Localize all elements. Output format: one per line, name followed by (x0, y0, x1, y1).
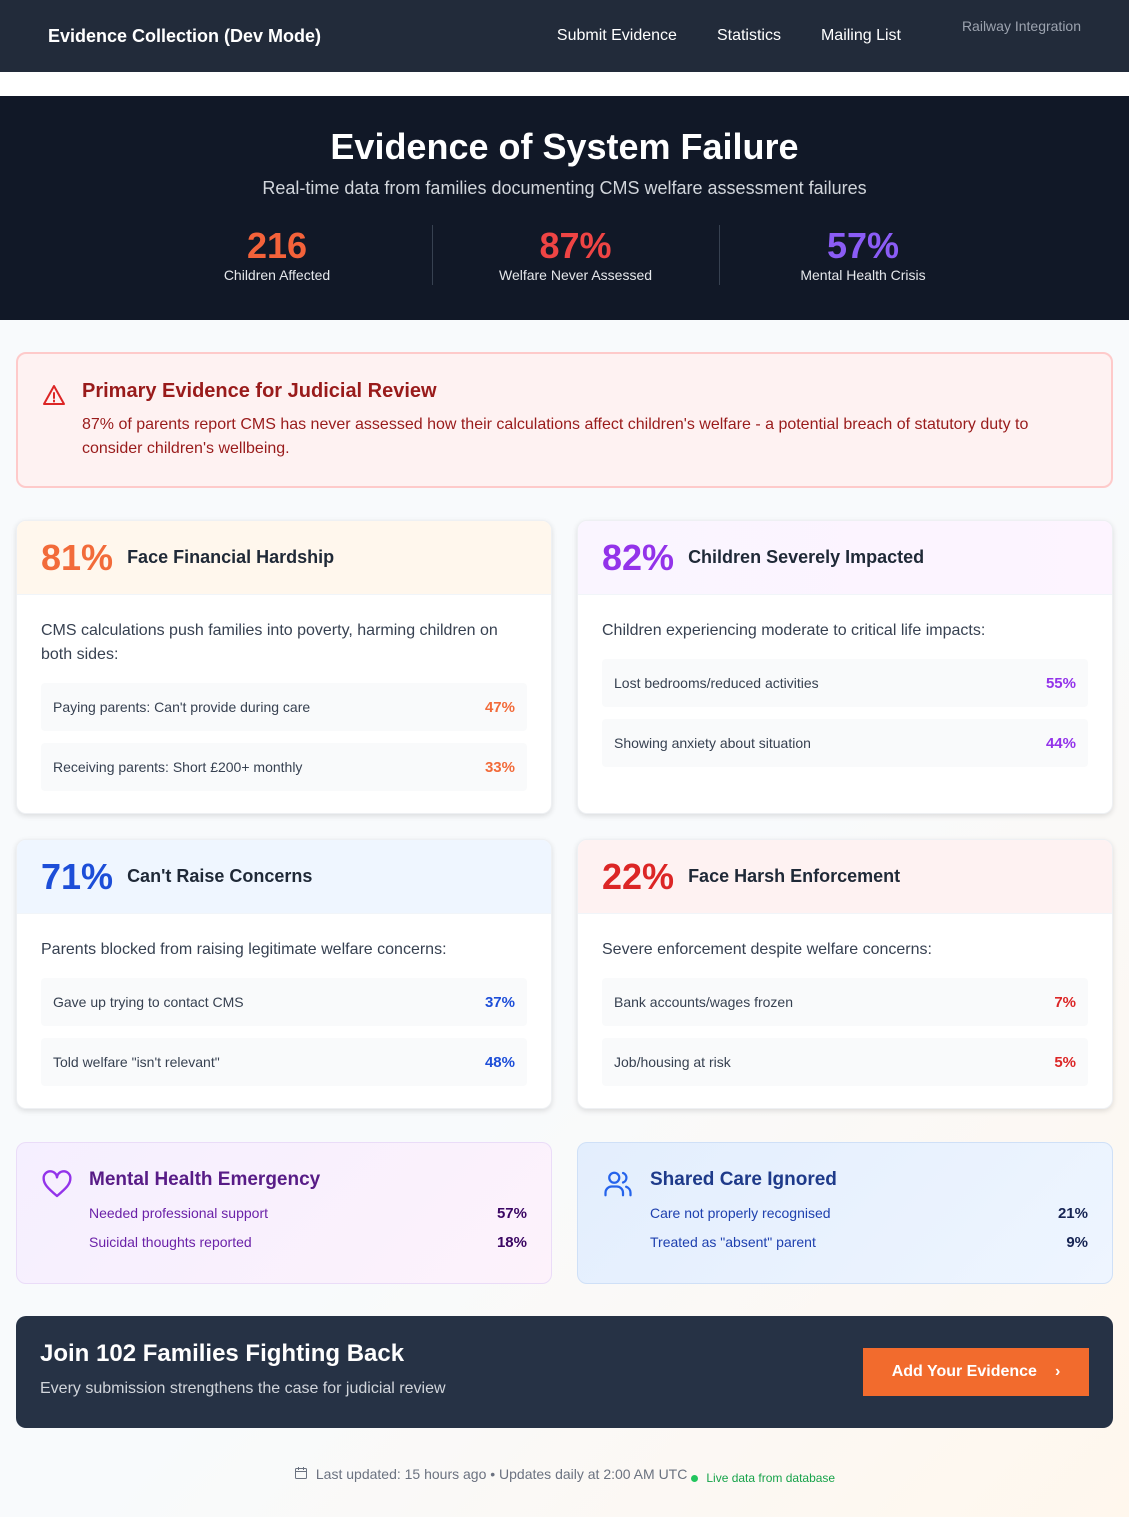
row-value: 48% (484, 1053, 515, 1071)
nav-statistics[interactable]: Statistics (716, 27, 781, 44)
live-indicator: Live data from database (691, 1471, 835, 1485)
mental-health-title: Mental Health Emergency (89, 1169, 321, 1190)
card-title: Face Harsh Enforcement (688, 866, 901, 886)
hero-title: Evidence of System Failure (330, 126, 799, 167)
stat-row: Suicidal thoughts reported 18% (89, 1234, 527, 1251)
row-value: 44% (1045, 734, 1076, 752)
hero: Evidence of System Failure Real-time dat… (0, 96, 1129, 320)
row-value: 37% (484, 993, 515, 1011)
card-description: Children experiencing moderate to critic… (602, 622, 986, 639)
row-value: 47% (484, 698, 515, 716)
stat-label: Welfare Never Assessed (498, 267, 653, 283)
button-label: Add Your Evidence (891, 1363, 1037, 1380)
hero-subtitle: Real-time data from families documenting… (262, 178, 867, 198)
row-label: Needed professional support (89, 1205, 269, 1221)
stat-children-affected: 216 Children Affected (123, 225, 433, 285)
card-title: Children Severely Impacted (688, 547, 925, 567)
live-label: Live data from database (706, 1471, 836, 1485)
judicial-review-alert: Primary Evidence for Judicial Review 87%… (16, 352, 1113, 488)
stat-value: 87% (539, 225, 612, 266)
call-to-action: Join 102 Families Fighting Back Every su… (16, 1316, 1113, 1428)
row-label: Lost bedrooms/reduced activities (614, 675, 819, 691)
stat-value: 216 (246, 225, 308, 266)
stat-welfare-never-assessed: 87% Welfare Never Assessed (433, 225, 720, 285)
card-financial-hardship: 81% Face Financial Hardship CMS calculati… (16, 520, 552, 814)
stat-label: Children Affected (223, 267, 331, 283)
shared-care-title: Shared Care Ignored (650, 1169, 837, 1190)
row-label: Suicidal thoughts reported (89, 1234, 252, 1250)
stat-row: Bank accounts/wages frozen 7% (602, 978, 1088, 1026)
row-label: Treated as "absent" parent (650, 1234, 816, 1250)
row-value: 55% (1045, 674, 1076, 692)
row-value: 5% (1054, 1053, 1076, 1071)
railway-integration-label: Railway Integration (961, 18, 1081, 34)
warning-icon (42, 384, 66, 411)
stat-row: Needed professional support 57% (89, 1205, 527, 1222)
live-dot-icon (691, 1474, 699, 1482)
card-cant-raise-concerns: 71% Can't Raise Concerns Parents blocked … (16, 839, 552, 1109)
cta-subtitle: Every submission strengthens the case fo… (40, 1380, 446, 1397)
card-percent: 71% (41, 855, 114, 897)
card-description: Severe enforcement despite welfare conce… (602, 941, 932, 958)
nav-submit-evidence[interactable]: Submit Evidence (556, 27, 677, 44)
card-percent: 82% (602, 536, 675, 578)
card-description: CMS calculations push families into pove… (41, 622, 498, 663)
add-evidence-button[interactable]: Add Your Evidence › (863, 1348, 1089, 1396)
card-harsh-enforcement: 22% Face Harsh Enforcement Severe enforce… (577, 839, 1113, 1109)
card-description: Parents blocked from raising legitimate … (41, 941, 447, 958)
stat-row: Receiving parents: Short £200+ monthly 33… (41, 743, 527, 791)
row-label: Bank accounts/wages frozen (614, 994, 793, 1010)
stat-row: Gave up trying to contact CMS 37% (41, 978, 527, 1026)
stat-label: Mental Health Crisis (800, 267, 926, 283)
alert-title: Primary Evidence for Judicial Review (82, 380, 437, 402)
row-value: 21% (1057, 1205, 1088, 1222)
row-value: 18% (496, 1234, 527, 1251)
shared-care-card: Shared Care Ignored Care not properly re… (577, 1142, 1113, 1284)
stat-row: Job/housing at risk 5% (602, 1038, 1088, 1086)
stat-row: Paying parents: Can't provide during car… (41, 683, 527, 731)
last-updated: Last updated: 15 hours ago • Updates dai… (315, 1466, 688, 1482)
brand-title[interactable]: Evidence Collection (Dev Mode) (48, 25, 322, 46)
row-label: Told welfare "isn't relevant" (53, 1054, 220, 1070)
card-children-impacted: 82% Children Severely Impacted Children e… (577, 520, 1113, 814)
row-label: Paying parents: Can't provide during car… (53, 699, 311, 715)
row-label: Gave up trying to contact CMS (53, 994, 244, 1010)
card-title: Face Financial Hardship (127, 547, 335, 567)
heart-icon (41, 1169, 73, 1204)
stat-row: Care not properly recognised 21% (650, 1205, 1088, 1222)
cta-title: Join 102 Families Fighting Back (40, 1340, 405, 1367)
calendar-icon (294, 1466, 308, 1483)
stat-row: Lost bedrooms/reduced activities 55% (602, 659, 1088, 707)
stat-row: Treated as "absent" parent 9% (650, 1234, 1088, 1251)
stat-row: Told welfare "isn't relevant" 48% (41, 1038, 527, 1086)
mental-health-card: Mental Health Emergency Needed professio… (16, 1142, 552, 1284)
stat-mental-health-crisis: 57% Mental Health Crisis (720, 225, 1007, 285)
top-nav: Evidence Collection (Dev Mode) Submit Ev… (0, 0, 1129, 72)
row-label: Receiving parents: Short £200+ monthly (53, 759, 303, 775)
users-icon (602, 1169, 634, 1204)
card-percent: 81% (41, 536, 114, 578)
row-label: Job/housing at risk (614, 1054, 731, 1070)
row-value: 57% (496, 1205, 527, 1222)
row-label: Showing anxiety about situation (614, 735, 811, 751)
footer: Last updated: 15 hours ago • Updates dai… (0, 1463, 1129, 1485)
card-title: Can't Raise Concerns (127, 866, 313, 886)
card-percent: 22% (602, 855, 675, 897)
chevron-right-icon: › (1054, 1363, 1061, 1380)
stat-row: Showing anxiety about situation 44% (602, 719, 1088, 767)
row-value: 9% (1066, 1234, 1088, 1251)
row-label: Care not properly recognised (650, 1205, 831, 1221)
row-value: 7% (1054, 993, 1076, 1011)
row-value: 33% (484, 758, 515, 776)
alert-text: 87% of parents report CMS has never asse… (82, 416, 1029, 457)
nav-mailing-list[interactable]: Mailing List (820, 27, 901, 44)
stat-value: 57% (826, 225, 900, 266)
